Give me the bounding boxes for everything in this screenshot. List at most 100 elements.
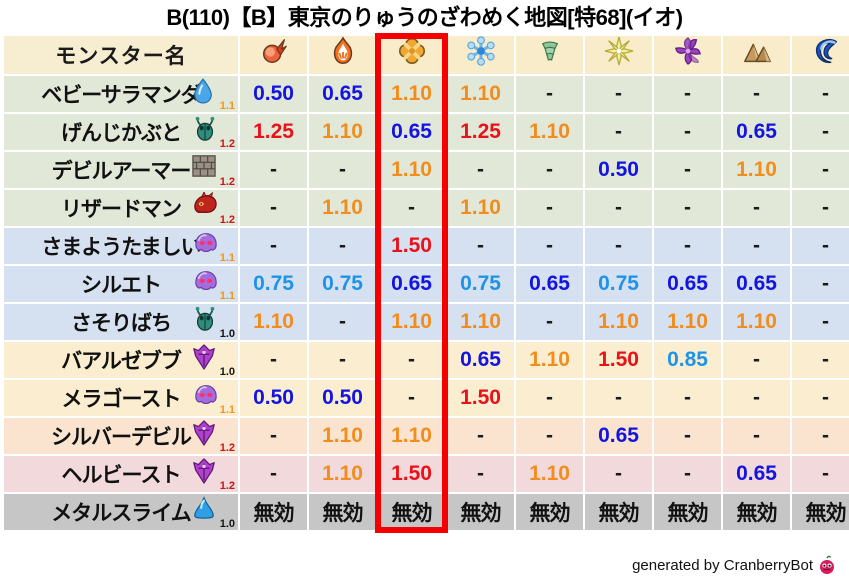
resistance-cell: 1.50 [378,456,445,492]
jiba-earth-icon [740,36,774,68]
table-row: バアルゼブブ 1.0- - -0.65 1.10 1.50 0.85- - [4,342,849,378]
monster-name-cell[interactable]: ヘルビースト 1.2 [4,456,238,492]
monster-level-badge: 1.2 [219,480,235,492]
column-header-dein-light[interactable] [585,36,652,74]
resistance-cell: - [792,228,849,264]
resistance-cell: - [309,152,376,188]
resistance-cell: - [240,342,307,378]
resistance-cell: - [240,152,307,188]
resistance-cell: - [723,76,790,112]
resistance-cell: 0.65 [378,266,445,302]
monster-name-label: デビルアーマー [51,160,192,183]
resistance-cell: - [654,190,721,226]
resistance-cell: - [585,190,652,226]
resistance-cell: - [792,266,849,302]
monster-name-cell[interactable]: デビルアーマー 1.2 [4,152,238,188]
resistance-cell: 1.10 [516,456,583,492]
monster-name-cell[interactable]: シルバーデビル 1.2 [4,418,238,454]
resistance-cell: - [516,76,583,112]
monster-name-label: リザードマン [61,198,182,221]
ghost-icon [192,268,220,294]
resistance-cell: - [516,418,583,454]
ghost-icon [192,382,220,408]
beetle-icon [192,116,220,142]
resistance-cell: 0.75 [585,266,652,302]
monster-name-label: ベビーサラマンダ [41,84,202,107]
monster-name-label: メタルスライム [51,502,192,525]
resistance-cell: 1.50 [447,380,514,416]
resistance-cell: 無効 [654,494,721,530]
monster-name-cell[interactable]: ベビーサラマンダ 1.1 [4,76,238,112]
resistance-cell: 1.10 [447,190,514,226]
column-header-dorma-dark[interactable] [654,36,721,74]
resistance-cell: 1.25 [240,114,307,150]
resistance-cell: - [447,152,514,188]
resistance-cell: - [309,342,376,378]
column-header-jiba-earth[interactable] [723,36,790,74]
monster-level-badge: 1.1 [219,404,235,416]
resistance-cell: 0.75 [447,266,514,302]
monster-level-badge: 1.1 [219,252,235,264]
column-header-bagi-wind[interactable] [516,36,583,74]
resistance-cell: 0.75 [240,266,307,302]
monster-name-label: シルエト [81,274,162,297]
column-header-hyado-ice[interactable] [447,36,514,74]
resistance-cell: - [240,190,307,226]
matrix-table-wrapper: モンスター名 ベビーサラマンダ 1.1 0.50 0.65 1.10 1.10- - - - - げん… [0,33,849,533]
resistance-cell: - [792,304,849,340]
resistance-cell: 無効 [309,494,376,530]
resistance-cell: 1.10 [309,456,376,492]
resistance-cell: - [585,76,652,112]
monster-level-badge: 1.0 [219,328,235,340]
table-row: げんじかぶと 1.2 1.25 1.10 0.65 1.25 1.10- -0.65- [4,114,849,150]
monster-level-badge: 1.1 [219,290,235,302]
resistance-cell: - [654,152,721,188]
column-header-mera-fire[interactable] [240,36,307,74]
resistance-cell: - [792,190,849,226]
resistance-cell: 0.65 [516,266,583,302]
resistance-cell: - [240,418,307,454]
resistance-cell: - [723,190,790,226]
resistance-cell: - [309,228,376,264]
monster-name-cell[interactable]: バアルゼブブ 1.0 [4,342,238,378]
monster-level-badge: 1.2 [219,214,235,226]
monster-level-badge: 1.2 [219,442,235,454]
resistance-cell: 1.10 [378,152,445,188]
resistance-cell: 無効 [792,494,849,530]
dein-light-icon [602,36,636,68]
resistance-cell: 無効 [240,494,307,530]
resistance-cell: 1.25 [447,114,514,150]
table-row: ベビーサラマンダ 1.1 0.50 0.65 1.10 1.10- - - - - [4,76,849,112]
resistance-cell: - [516,152,583,188]
column-header-gira-flame[interactable] [309,36,376,74]
column-header-io-blast[interactable] [378,36,445,74]
resistance-cell: 無効 [516,494,583,530]
resistance-cell: - [654,456,721,492]
footer-credit: generated by CranberryBot [632,555,837,579]
resistance-cell: 1.10 [240,304,307,340]
resistance-cell: - [585,456,652,492]
resistance-cell: - [516,380,583,416]
resistance-cell: 1.10 [516,342,583,378]
monster-name-cell[interactable]: メラゴースト 1.1 [4,380,238,416]
resistance-cell: 1.10 [378,304,445,340]
monster-name-cell[interactable]: シルエト 1.1 [4,266,238,302]
monster-name-cell[interactable]: メタルスライム 1.0 [4,494,238,530]
column-header-zaki-water[interactable] [792,36,849,74]
resistance-cell: - [447,456,514,492]
resistance-cell: 1.10 [516,114,583,150]
resistance-cell: 1.10 [447,76,514,112]
devil-icon [192,344,220,370]
resistance-cell: - [723,418,790,454]
monster-name-cell[interactable]: さそりばち 1.0 [4,304,238,340]
table-row: リザードマン 1.2-1.10-1.10- - - - - [4,190,849,226]
resistance-cell: 0.65 [723,266,790,302]
monster-name-cell[interactable]: さまようたましい 1.1 [4,228,238,264]
table-row: シルバーデビル 1.2-1.10 1.10- -0.65- - - [4,418,849,454]
monster-name-cell[interactable]: リザードマン 1.2 [4,190,238,226]
resistance-cell: - [654,228,721,264]
monster-name-cell[interactable]: げんじかぶと 1.2 [4,114,238,150]
resistance-cell: - [792,456,849,492]
resistance-cell: 1.10 [309,190,376,226]
water-drop-icon [192,78,220,104]
